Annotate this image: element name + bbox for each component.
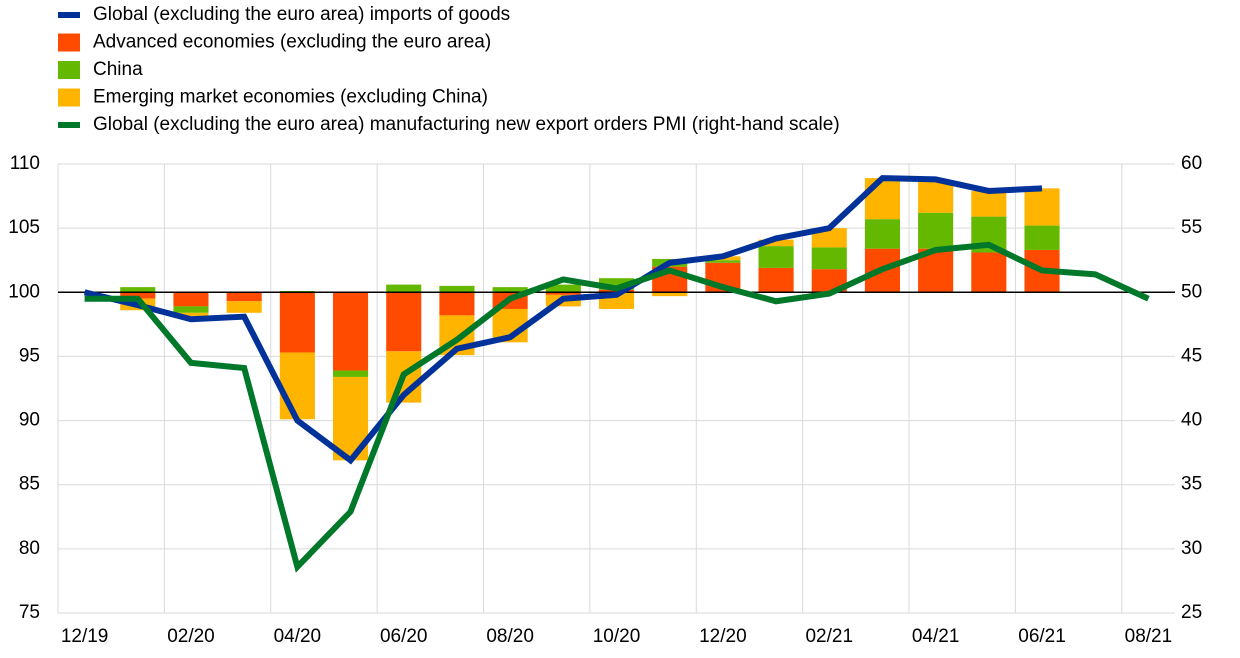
bar [173, 306, 209, 313]
y2-tick-label: 60 [1181, 153, 1202, 174]
bar [492, 287, 528, 293]
bar [332, 292, 369, 371]
bar [545, 292, 581, 295]
bar [439, 292, 475, 316]
bar [120, 292, 156, 299]
x-tick-label: 12/20 [699, 626, 747, 647]
bar [1024, 188, 1060, 226]
x-tick-label: 02/20 [167, 626, 215, 647]
bar [758, 267, 794, 293]
bar [811, 247, 847, 270]
bar [864, 178, 901, 220]
x-tick-label: 04/21 [912, 626, 960, 647]
bar [226, 292, 262, 302]
y2-tick-label: 35 [1181, 474, 1202, 495]
bar [279, 352, 315, 420]
bar [1024, 225, 1060, 250]
line [83, 175, 1043, 465]
legend-swatch [58, 61, 80, 79]
bar [386, 284, 422, 293]
x-tick-label: 04/20 [274, 626, 322, 647]
bar [918, 180, 954, 213]
y-tick-label: 105 [8, 217, 40, 238]
y2-tick-label: 50 [1181, 281, 1202, 302]
x-tick-label: 12/19 [61, 626, 109, 647]
bar [120, 287, 156, 293]
bar [864, 219, 901, 249]
y-tick-label: 75 [19, 602, 40, 623]
legend-label: China [93, 59, 143, 80]
line [84, 241, 1150, 573]
y2-tick-label: 25 [1181, 602, 1202, 623]
y-tick-label: 80 [19, 538, 40, 559]
bar [332, 370, 369, 377]
bar [173, 292, 209, 307]
x-tick-label: 06/21 [1018, 626, 1066, 647]
y-tick-label: 100 [8, 281, 40, 302]
bar [758, 239, 794, 247]
y2-tick-label: 30 [1181, 538, 1202, 559]
y-tick-label: 90 [19, 410, 40, 431]
legend-label: Advanced economies (excluding the euro a… [93, 32, 491, 53]
y2-tick-label: 55 [1181, 217, 1202, 238]
bar [545, 284, 581, 293]
bar [811, 228, 847, 248]
y-tick-label: 95 [19, 345, 40, 366]
legend-label: Emerging market economies (excluding Chi… [93, 87, 488, 108]
bar [386, 292, 422, 352]
bar [705, 260, 741, 263]
x-tick-label: 02/21 [805, 626, 853, 647]
legend-swatch [58, 33, 80, 52]
bar [971, 190, 1007, 217]
bar [971, 252, 1007, 293]
bar [598, 278, 635, 290]
x-tick-label: 06/20 [380, 626, 428, 647]
legend-label: Global (excluding the euro area) manufac… [93, 114, 840, 135]
legend-label: Global (excluding the euro area) imports… [93, 4, 510, 25]
y2-tick-label: 45 [1181, 345, 1202, 366]
bar [439, 285, 475, 293]
bar [173, 312, 209, 318]
y2-tick-label: 40 [1181, 410, 1202, 431]
bar [652, 292, 688, 297]
legend-swatch [58, 88, 80, 107]
y-tick-label: 85 [19, 474, 40, 495]
bar [226, 301, 262, 313]
bar [279, 292, 315, 353]
bar [918, 212, 954, 249]
x-tick-label: 10/20 [593, 626, 641, 647]
x-tick-label: 08/20 [486, 626, 534, 647]
y-tick-label: 110 [10, 153, 40, 174]
bar [758, 246, 794, 268]
x-tick-label: 08/21 [1125, 626, 1173, 647]
